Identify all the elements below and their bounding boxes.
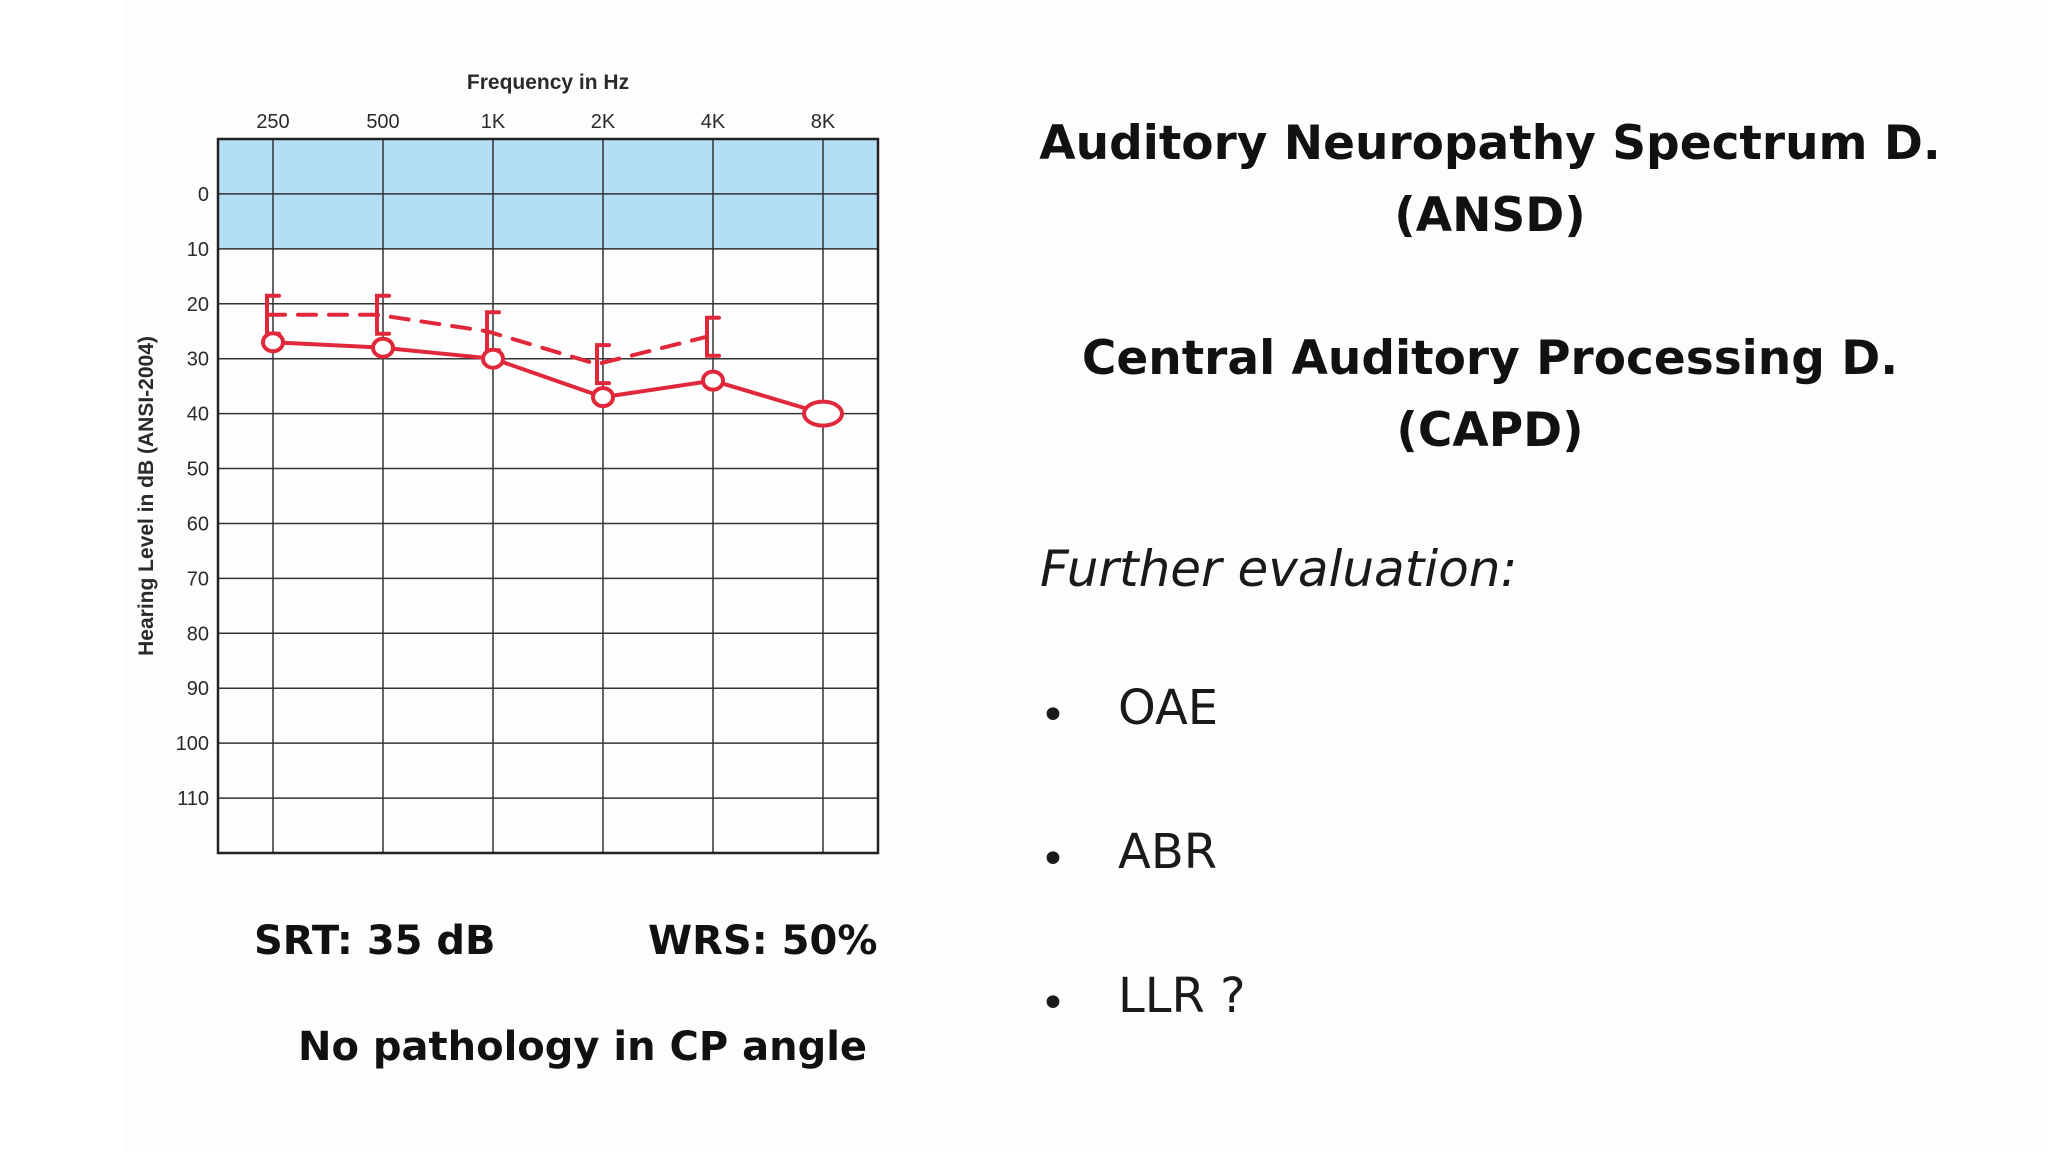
- y-tick-label: 10: [187, 239, 209, 261]
- list-item-label: OAE: [1118, 680, 1218, 736]
- ansd-heading: Auditory Neuropathy Spectrum D. (ANSD): [1000, 108, 1980, 252]
- ansd-heading-line2: (ANSD): [1000, 180, 1980, 252]
- x-tick-label: 2K: [591, 111, 616, 133]
- x-tick-label: 250: [256, 111, 289, 133]
- y-tick-label: 20: [187, 294, 209, 316]
- x-axis-title: Frequency in Hz: [467, 71, 629, 94]
- x-tick-label: 4K: [701, 111, 726, 133]
- y-tick-label: 110: [177, 788, 209, 810]
- srt-caption: SRT: 35 dB: [254, 918, 496, 964]
- x-tick-label: 1K: [481, 111, 506, 133]
- y-tick-label: 40: [187, 404, 209, 426]
- x-tick-label: 500: [366, 111, 399, 133]
- y-tick-label: 100: [176, 733, 209, 755]
- wrs-caption: WRS: 50%: [648, 918, 877, 964]
- audiogram-chart: 0 10 20 30 40 50 60 70 80 90 100 110 250 500 1K 2K 4K 8K F…: [0, 0, 1000, 900]
- ansd-heading-line1: Auditory Neuropathy Spectrum D.: [1000, 108, 1980, 180]
- y-tick-label: 80: [187, 623, 209, 645]
- circle-marker: [703, 372, 723, 390]
- y-tick-label: 60: [187, 513, 209, 535]
- y-tick-label: 30: [187, 349, 209, 371]
- circle-marker: [593, 388, 613, 406]
- circle-marker: [373, 339, 393, 357]
- y-tick-label: 70: [187, 568, 209, 590]
- y-tick-label: 90: [187, 678, 209, 700]
- list-item-label: ABR: [1118, 824, 1217, 880]
- bullet-icon: •: [1040, 978, 1066, 1029]
- y-axis-title: Hearing Level in dB (ANSI-2004): [135, 336, 158, 656]
- y-tick-label: 50: [187, 459, 209, 481]
- bullet-icon: •: [1040, 834, 1066, 885]
- capd-heading: Central Auditory Processing D. (CAPD): [1000, 323, 1980, 467]
- y-tick-label: 0: [198, 184, 209, 206]
- circle-marker: [263, 333, 283, 351]
- list-item-label: LLR ?: [1118, 968, 1246, 1024]
- circle-marker: [804, 402, 842, 426]
- further-evaluation-title: Further evaluation:: [1040, 540, 1517, 598]
- bullet-icon: •: [1040, 690, 1066, 741]
- air-conduction-line: [273, 342, 823, 413]
- capd-heading-line1: Central Auditory Processing D.: [1000, 323, 1980, 395]
- circle-marker: [483, 350, 503, 368]
- cp-angle-caption: No pathology in CP angle: [298, 1024, 867, 1070]
- capd-heading-line2: (CAPD): [1000, 395, 1980, 467]
- x-tick-label: 8K: [811, 111, 836, 133]
